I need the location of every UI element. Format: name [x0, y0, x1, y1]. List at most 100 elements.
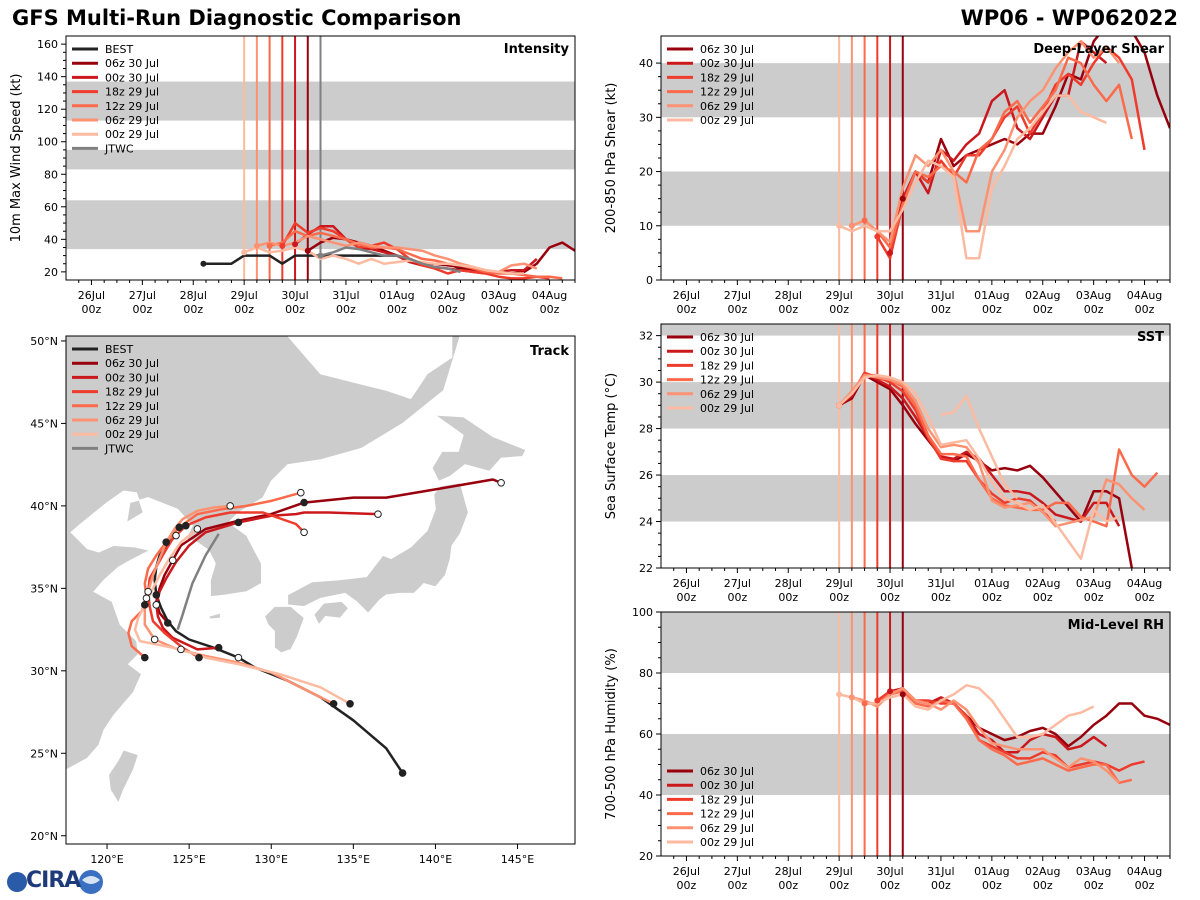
track-marker: [142, 594, 151, 603]
x-tick-label: 01Aug: [974, 865, 1009, 878]
x-tick-label: 00z: [82, 303, 102, 316]
y-axis-label: 700-500 hPa Humidity (%): [604, 648, 619, 820]
x-tick-label: 00z: [183, 303, 203, 316]
x-tick-label: 04Aug: [1127, 865, 1162, 878]
track-marker: [152, 601, 161, 609]
track-marker: [193, 525, 202, 533]
series-line: [851, 40, 1121, 244]
series-start-marker: [279, 242, 286, 249]
series-start-marker: [848, 694, 855, 701]
shaded-band: [661, 171, 1170, 226]
y-tick-label: 30: [639, 111, 653, 124]
y-tick-label: 80: [44, 168, 58, 181]
x-tick-label: 30Jul: [876, 865, 903, 878]
legend-label: BEST: [105, 43, 133, 56]
map-frame: [65, 335, 576, 845]
series-start-marker: [266, 242, 273, 249]
x-tick-label: 00z: [778, 591, 798, 604]
x-tick-label: 00z: [829, 591, 849, 604]
x-tick-label: 03Aug: [1076, 289, 1111, 302]
x-tick-label: 00z: [438, 303, 458, 316]
x-tick-label: 00z: [489, 303, 509, 316]
track-marker: [175, 523, 184, 532]
panel-intensity: 2040608010012014016026Jul00z27Jul00z28Ju…: [9, 35, 576, 316]
y-tick-label: 40: [639, 789, 653, 802]
y-tick-label: 80: [639, 667, 653, 680]
series-start-marker: [899, 691, 906, 698]
track-marker: [141, 601, 149, 609]
lat-tick-label: 45°N: [30, 417, 58, 430]
x-tick-label: 26Jul: [673, 865, 700, 878]
legend-label: 00z 29 Jul: [105, 428, 159, 441]
legend-label: 06z 30 Jul: [700, 765, 754, 778]
x-tick-label: 00z: [1135, 879, 1155, 892]
track-marker: [144, 587, 152, 596]
x-tick-label: 30Jul: [876, 577, 903, 590]
y-tick-label: 60: [44, 201, 58, 214]
series-line: [863, 56, 1134, 249]
legend-label: 06z 30 Jul: [105, 357, 159, 370]
series-line: [838, 94, 1107, 260]
legend-label: 06z 29 Jul: [700, 100, 754, 113]
x-tick-label: 00z: [829, 303, 849, 316]
lat-tick-label: 40°N: [30, 500, 58, 513]
honshu-shape: [287, 482, 469, 614]
series-start-marker: [874, 697, 881, 704]
cira-logo: CIRA: [6, 866, 106, 896]
y-tick-label: 26: [639, 469, 653, 482]
plot-area: [661, 36, 1170, 280]
series-line: [901, 36, 1170, 200]
mainland-shape: [66, 336, 575, 771]
plot-area: [661, 612, 1170, 856]
x-tick-label: 00z: [677, 591, 697, 604]
legend-label: 00z 30 Jul: [105, 71, 159, 84]
series-start-marker: [861, 217, 868, 224]
x-tick-label: 28Jul: [775, 865, 802, 878]
y-axis-label: 10m Max Wind Speed (kt): [9, 74, 24, 243]
shaded-band: [661, 324, 1170, 336]
y-tick-label: 40: [44, 233, 58, 246]
x-tick-label: 31Jul: [332, 289, 359, 302]
track-line: [127, 491, 302, 659]
x-tick-label: 28Jul: [775, 577, 802, 590]
series-start-marker: [874, 233, 881, 240]
lat-tick-label: 30°N: [30, 665, 58, 678]
x-tick-label: 26Jul: [78, 289, 105, 302]
y-tick-label: 100: [37, 136, 58, 149]
panel-rh: 2040608010026Jul00z27Jul00z28Jul00z29Jul…: [604, 606, 1171, 892]
x-tick-label: 04Aug: [1127, 289, 1162, 302]
track-marker: [398, 769, 407, 777]
x-tick-label: 00z: [931, 303, 951, 316]
series-line: [876, 45, 1146, 260]
series-start-marker: [253, 242, 260, 249]
series-start-marker: [241, 249, 248, 256]
track-marker: [182, 521, 190, 530]
plot-area: [66, 36, 575, 280]
series-start-marker: [848, 222, 855, 229]
track-marker: [162, 538, 170, 546]
x-tick-label: 01Aug: [974, 577, 1009, 590]
legend-label: 12z 29 Jul: [105, 100, 159, 113]
x-tick-label: 00z: [880, 303, 900, 316]
legend-label: 06z 30 Jul: [105, 57, 159, 70]
x-tick-label: 00z: [677, 303, 697, 316]
x-tick-label: 00z: [234, 303, 254, 316]
x-tick-label: 00z: [1084, 591, 1104, 604]
taiwan-shape: [108, 749, 139, 804]
legend-label: 12z 29 Jul: [700, 86, 754, 99]
y-tick-label: 120: [37, 103, 58, 116]
legend-label: 06z 30 Jul: [700, 331, 754, 344]
y-tick-label: 0: [646, 274, 653, 287]
y-tick-label: 24: [639, 516, 653, 529]
legend-label: 06z 29 Jul: [700, 388, 754, 401]
track-marker: [226, 502, 234, 510]
y-axis-label: Sea Surface Temp (°C): [604, 373, 619, 520]
x-tick-label: 00z: [778, 879, 798, 892]
legend-label: 06z 29 Jul: [700, 822, 754, 835]
legend-label: JTWC: [104, 142, 134, 155]
series-start-marker: [836, 222, 843, 229]
y-axis-label: 200-850 hPa Shear (kt): [604, 83, 619, 234]
x-tick-label: 00z: [829, 879, 849, 892]
x-tick-label: 31Jul: [927, 577, 954, 590]
map-area: [66, 336, 575, 804]
